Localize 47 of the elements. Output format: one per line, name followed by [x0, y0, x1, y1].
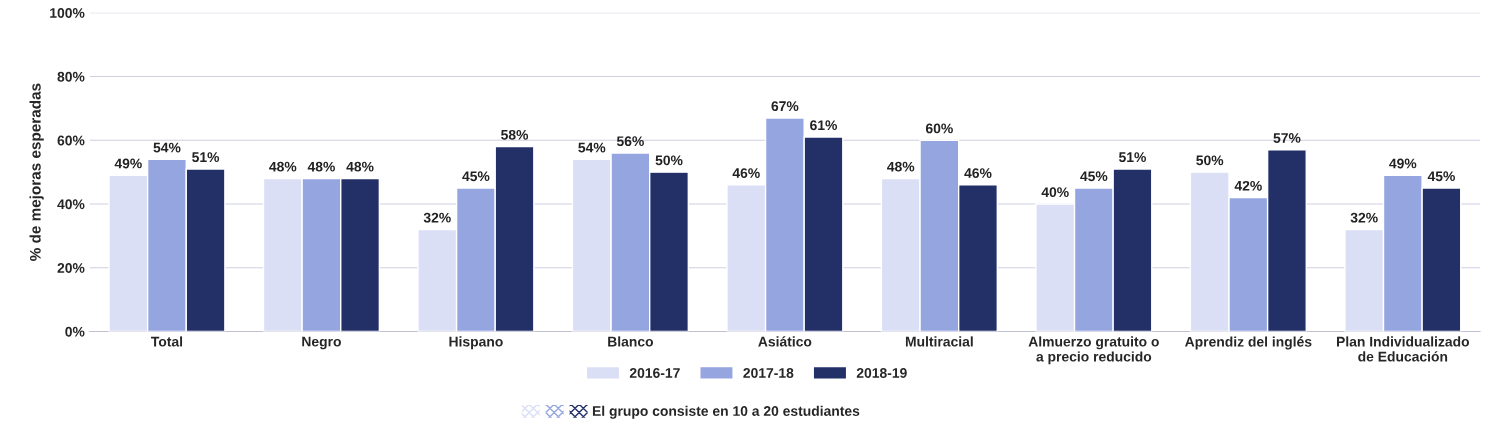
data-label: 58%: [501, 129, 529, 140]
y-tick-label: 0%: [65, 326, 85, 337]
data-label: 42%: [1234, 180, 1262, 191]
data-label: 49%: [114, 158, 142, 169]
y-tick-label: 60%: [57, 135, 85, 146]
legend-label: 2018-19: [856, 368, 907, 378]
data-label: 45%: [462, 171, 490, 182]
data-label: 56%: [616, 136, 644, 147]
x-tick-label: Hispano: [449, 336, 503, 350]
x-tick-label: Blanco: [608, 336, 653, 347]
data-label: 48%: [346, 161, 374, 172]
data-label: 54%: [153, 142, 181, 153]
x-tick-label: Total: [151, 336, 183, 347]
y-tick-label: 20%: [57, 263, 85, 273]
y-tick-label: 80%: [57, 71, 85, 82]
data-label: 48%: [269, 161, 297, 172]
data-label: 32%: [423, 212, 451, 223]
data-label: 54%: [578, 142, 606, 153]
data-label: 46%: [732, 168, 760, 178]
text: El grupo consiste en 10 a 20 estudiantes: [592, 405, 860, 419]
x-tick-label: Multiracial: [905, 336, 973, 347]
data-label: 32%: [1350, 212, 1378, 223]
x-tick-label: Aprendiz del inglés: [1185, 336, 1312, 350]
data-label: 57%: [1273, 133, 1301, 143]
data-label: 48%: [887, 161, 915, 172]
legend-label: 2016-17: [629, 368, 680, 378]
x-tick-label: Negro: [302, 336, 341, 350]
y-tick-label: 100%: [50, 8, 85, 18]
y-tick-label: 40%: [57, 199, 85, 210]
x-tick-label: Plan Individualizado de Educación: [1336, 336, 1470, 362]
data-label: 50%: [655, 155, 683, 166]
legend-label: 2017-18: [743, 368, 794, 378]
data-label: 51%: [192, 152, 220, 163]
x-tick-label: Almuerzo gratuito o a precio reducido: [1028, 336, 1159, 365]
data-label: 67%: [771, 101, 799, 112]
data-label: 50%: [1196, 155, 1224, 166]
y-axis-title: % de mejoras esperadas: [29, 83, 44, 261]
data-label: 48%: [307, 161, 335, 172]
data-label: 60%: [925, 123, 953, 134]
data-label: 46%: [964, 168, 992, 178]
data-label: 51%: [1118, 152, 1146, 163]
data-label: 45%: [1427, 171, 1455, 182]
x-tick-label: Asiático: [758, 336, 812, 347]
data-label: 61%: [810, 120, 838, 131]
data-label: 45%: [1080, 171, 1108, 182]
data-label: 40%: [1041, 187, 1069, 198]
data-label: 49%: [1389, 158, 1417, 169]
